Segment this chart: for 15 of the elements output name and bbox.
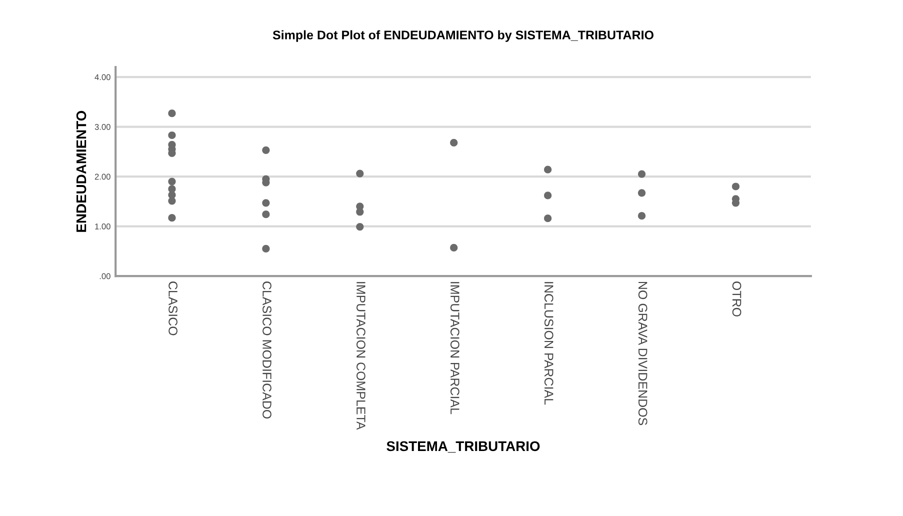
- x-tick-label: INCLUSION PARCIAL: [544, 282, 554, 405]
- y-tick-label: .00: [100, 273, 110, 280]
- x-tick-label: CLASICO: [168, 282, 178, 336]
- x-axis-title: SISTEMA_TRIBUTARIO: [386, 441, 540, 453]
- y-tick-label: 1.00: [95, 224, 110, 230]
- y-tick-label: 4.00: [94, 74, 110, 80]
- y-tick-label: 2.00: [94, 174, 110, 180]
- x-tick-label: OTRO: [732, 282, 742, 316]
- y-axis-title: ENDEUDAMIENTO: [76, 110, 86, 232]
- y-tick-label: 3.00: [94, 124, 110, 130]
- x-tick-label: NO GRAVA DIVIDENDOS: [638, 282, 648, 426]
- x-tick-label: IMPUTACION PARCIAL: [450, 282, 460, 414]
- x-tick-label: IMPUTACION COMPLETA: [356, 282, 366, 430]
- chart-title: Simple Dot Plot of ENDEUDAMIENTO by SISTEMA_TRIBUTARIO: [272, 30, 654, 42]
- x-tick-label: CLASICO MODIFICADO: [262, 282, 272, 419]
